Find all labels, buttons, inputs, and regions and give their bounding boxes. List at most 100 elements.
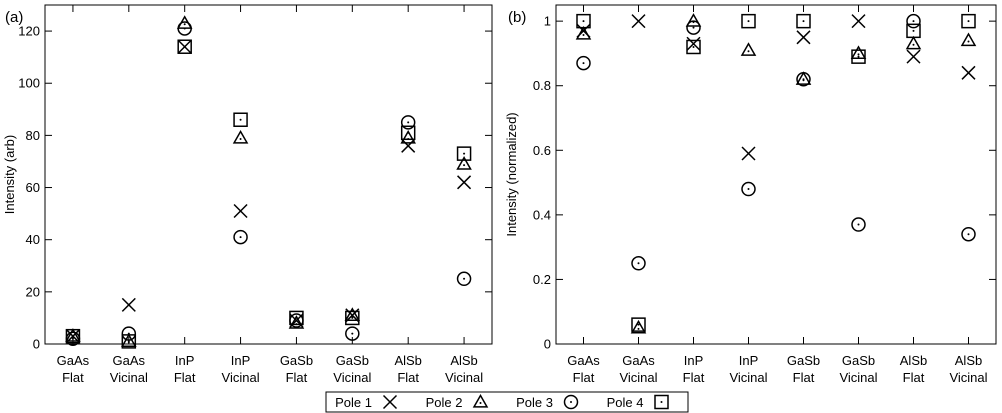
legend-marker-square [654, 394, 669, 410]
y-tick-label: 0.2 [533, 272, 551, 287]
category-label-line1: GaSb [842, 353, 875, 368]
data-point-pole-1 [401, 138, 416, 153]
y-tick-label: 120 [18, 24, 40, 39]
data-point-pole-4 [961, 13, 976, 29]
category-label-line2: Flat [397, 370, 419, 385]
category-label-line2: Vicinal [949, 370, 987, 385]
panel-label: (b) [508, 9, 526, 26]
category-label-line1: AlSb [450, 353, 477, 368]
y-tick-label: 0 [544, 337, 551, 352]
legend-marker-triangle [472, 393, 489, 408]
category-label-line1: AlSb [900, 353, 927, 368]
category-label-line1: InP [175, 353, 195, 368]
y-tick-label: 0 [33, 337, 40, 352]
data-point-pole-3 [121, 326, 137, 341]
data-point-pole-1 [796, 30, 811, 45]
y-tick-label: 0.4 [533, 207, 551, 222]
data-point-pole-4 [851, 49, 866, 64]
data-point-pole-4 [289, 310, 304, 326]
y-tick-label: 0.6 [533, 143, 551, 158]
legend-label: Pole 3 [516, 395, 553, 410]
data-point-pole-3 [741, 181, 756, 197]
data-point-pole-2 [456, 156, 472, 170]
category-label-line1: GaAs [113, 353, 146, 368]
data-point-pole-4 [121, 334, 137, 349]
data-point-pole-3 [400, 115, 416, 130]
data-point-pole-4 [345, 310, 360, 326]
data-point-pole-3 [961, 226, 976, 242]
category-label-line1: GaSb [336, 353, 369, 368]
category-label-line2: Vicinal [222, 370, 260, 385]
data-point-pole-2 [630, 319, 647, 334]
data-point-pole-1 [631, 14, 646, 29]
y-tick-label: 1 [544, 14, 551, 29]
category-label-line2: Flat [62, 370, 84, 385]
category-label-line2: Vicinal [333, 370, 371, 385]
data-point-pole-1 [741, 146, 756, 161]
data-point-pole-4 [400, 125, 416, 141]
data-point-pole-1 [851, 14, 866, 29]
legend-label: Pole 1 [335, 395, 372, 410]
category-label-line1: GaAs [622, 353, 655, 368]
data-point-pole-3 [345, 326, 360, 341]
category-label-line2: Vicinal [729, 370, 767, 385]
category-label-line1: GaAs [57, 353, 90, 368]
category-label-line1: InP [231, 353, 251, 368]
data-point-pole-4 [65, 328, 81, 344]
category-label-line1: AlSb [955, 353, 982, 368]
legend: Pole 1 Pole 2 Pole 3 Pole 4 [325, 391, 689, 413]
y-axis-label: Intensity (arb) [2, 135, 17, 214]
data-point-pole-3 [631, 256, 646, 271]
y-tick-label: 100 [18, 76, 40, 91]
data-point-pole-1 [961, 65, 976, 80]
panel-b: 0 0.2 0.4 0.6 0.8 1 GaAs Flat GaAs Vicinal InP Flat… [504, 4, 997, 385]
category-label-line2: Flat [683, 370, 705, 385]
data-point-pole-4 [576, 13, 591, 29]
category-label-line1: GaSb [280, 353, 313, 368]
data-point-pole-3 [233, 229, 248, 245]
data-point-pole-2 [575, 26, 592, 40]
legend-marker-circle [563, 394, 579, 410]
y-axis-label: Intensity (normalized) [504, 112, 519, 236]
panel-a: 0 20 40 60 80 100 120 GaAs Flat GaAs Vicinal InP Fla… [2, 4, 493, 385]
y-tick-label: 60 [26, 180, 40, 195]
data-point-pole-4 [686, 39, 701, 55]
category-label-line2: Vicinal [619, 370, 657, 385]
data-point-pole-3 [576, 55, 591, 71]
data-point-pole-4 [631, 317, 646, 332]
legend-label: Pole 2 [426, 395, 463, 410]
y-tick-label: 40 [26, 232, 40, 247]
y-tick-label: 20 [26, 284, 40, 299]
data-point-pole-3 [177, 21, 192, 36]
data-point-pole-1 [233, 203, 248, 219]
y-tick-label: 80 [26, 128, 40, 143]
data-point-pole-2 [232, 129, 249, 144]
data-point-pole-2 [905, 35, 922, 50]
data-point-pole-3 [686, 20, 701, 35]
plot-frame [44, 4, 493, 345]
data-point-pole-2 [850, 45, 867, 60]
legend-marker-cross [382, 394, 398, 410]
category-label-line1: AlSb [394, 353, 421, 368]
data-point-pole-3 [851, 217, 866, 232]
category-label-line2: Vicinal [839, 370, 877, 385]
panel-label: (a) [5, 9, 23, 26]
category-label-line2: Flat [174, 370, 196, 385]
category-label-line1: InP [739, 353, 759, 368]
data-point-pole-1 [686, 36, 701, 51]
data-point-pole-4 [177, 39, 192, 54]
data-point-pole-2 [344, 307, 361, 321]
y-tick-label: 0.8 [533, 78, 551, 93]
data-point-pole-2 [740, 42, 757, 56]
data-point-pole-4 [233, 112, 248, 127]
data-point-pole-3 [456, 271, 472, 287]
category-label-line2: Flat [286, 370, 308, 385]
category-label-line1: GaAs [567, 353, 600, 368]
category-label-line2: Vicinal [445, 370, 483, 385]
data-point-pole-3 [796, 72, 811, 87]
category-label-line2: Flat [573, 370, 595, 385]
data-point-pole-4 [906, 23, 921, 39]
data-point-pole-3 [906, 13, 921, 29]
plot-frame [555, 4, 997, 345]
